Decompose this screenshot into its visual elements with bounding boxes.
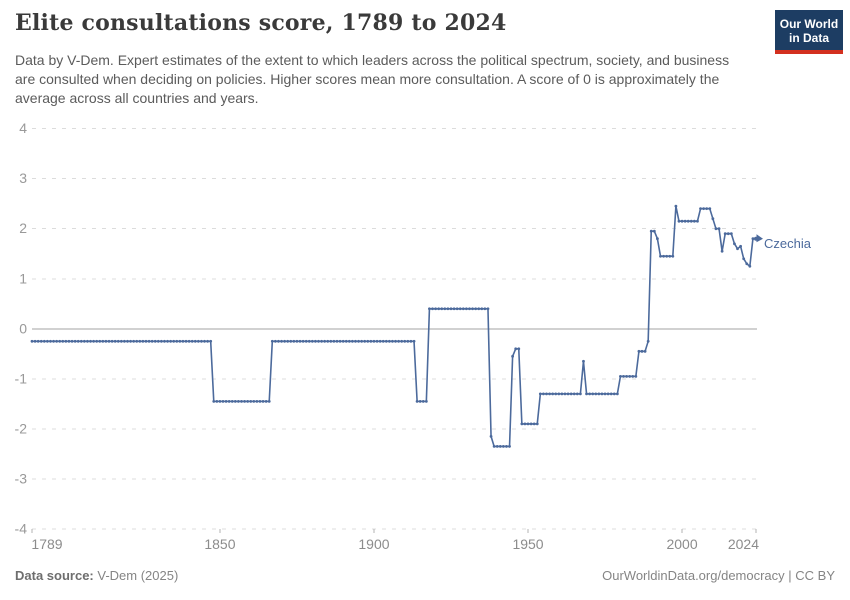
owid-logo-line1: Our World <box>779 17 839 31</box>
data-source-value: V-Dem (2025) <box>93 568 179 583</box>
series-label-czechia[interactable]: Czechia <box>764 236 811 251</box>
series-markers <box>30 204 758 448</box>
svg-text:-1: -1 <box>15 370 28 386</box>
chart-title: Elite consultations score, 1789 to 2024 <box>15 10 507 36</box>
data-source-note: Data source: V-Dem (2025) <box>15 568 178 583</box>
svg-text:2000: 2000 <box>666 536 697 552</box>
y-gridlines <box>32 128 757 530</box>
owid-logo[interactable]: Our World in Data <box>775 10 843 54</box>
owid-logo-line2: in Data <box>788 31 829 45</box>
x-axis-labels: 1789 1850 1900 1950 2000 2024 <box>31 536 759 552</box>
svg-text:-4: -4 <box>15 521 28 537</box>
y-axis-labels: -4 -3 -2 -1 0 1 2 3 4 <box>15 120 28 536</box>
svg-text:1: 1 <box>19 270 27 286</box>
svg-text:1850: 1850 <box>204 536 235 552</box>
svg-text:2024: 2024 <box>728 536 759 552</box>
svg-text:-3: -3 <box>15 470 28 486</box>
svg-text:4: 4 <box>19 120 27 136</box>
series-line-czechia[interactable] <box>32 205 756 448</box>
svg-text:-2: -2 <box>15 420 28 436</box>
svg-text:1900: 1900 <box>358 536 389 552</box>
svg-text:0: 0 <box>19 320 27 336</box>
data-source-label: Data source: <box>15 568 94 583</box>
series-end-point <box>754 236 758 241</box>
svg-text:1789: 1789 <box>31 536 62 552</box>
chart-subtitle: Data by V-Dem. Expert estimates of the e… <box>15 52 730 106</box>
x-tick-marks <box>31 529 757 533</box>
owid-url-license-link[interactable]: OurWorldinData.org/democracy | CC BY <box>602 568 835 583</box>
svg-text:1950: 1950 <box>512 536 543 552</box>
series-end-arrow-icon <box>756 234 763 243</box>
svg-text:2: 2 <box>19 220 27 236</box>
svg-text:3: 3 <box>19 170 27 186</box>
